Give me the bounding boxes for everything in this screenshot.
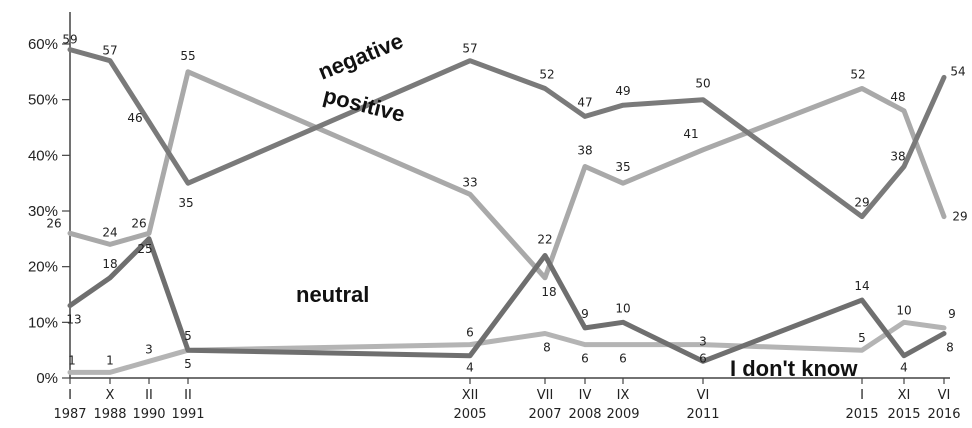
x-tick-label-year: 2009: [606, 407, 639, 422]
x-tick-label-year: 2015: [845, 407, 878, 422]
x-tick-label-month: IX: [617, 388, 630, 403]
data-label: 1: [68, 353, 76, 367]
x-tick-label-month: I: [860, 388, 864, 403]
x-tick-label-month: X: [106, 388, 115, 403]
x-tick-label-month: II: [184, 388, 192, 403]
series-line-3: [67, 319, 947, 375]
y-tick-label: 20%: [28, 259, 58, 276]
data-label: 54: [950, 64, 965, 78]
x-tick-label-year: 2011: [686, 407, 719, 422]
data-label: 57: [102, 44, 117, 58]
data-label: 1: [106, 353, 114, 367]
data-label: 8: [543, 340, 551, 354]
data-label: 26: [46, 216, 61, 230]
axes: 0%10%20%30%40%50%60%I1987X1988II1990II19…: [28, 12, 961, 422]
data-label: 48: [890, 90, 905, 104]
data-label: 8: [946, 340, 954, 354]
data-label: 4: [466, 361, 474, 375]
series-line-0: [67, 47, 947, 220]
data-label: 14: [854, 279, 869, 293]
data-label: 10: [615, 301, 630, 315]
data-label: 13: [66, 313, 81, 327]
x-tick-label-month: VII: [537, 388, 554, 403]
x-tick-label-year: 2016: [927, 407, 960, 422]
x-tick-label-year: 1990: [132, 407, 165, 422]
data-label: 29: [952, 210, 967, 224]
y-tick-label: 60%: [28, 36, 58, 53]
data-label: 4: [900, 361, 908, 375]
x-tick-label-year: 2015: [887, 407, 920, 422]
data-label: 59: [62, 33, 77, 47]
data-label: 18: [102, 257, 117, 271]
x-tick-label-month: VI: [697, 388, 710, 403]
x-tick-label-month: II: [145, 388, 153, 403]
x-tick-label-year: 1991: [171, 407, 204, 422]
data-label: 26: [131, 216, 146, 230]
series-label-dont-know: I don't know: [730, 356, 858, 381]
x-tick-label-year: 2008: [568, 407, 601, 422]
data-label: 47: [577, 95, 592, 109]
data-label: 6: [699, 352, 707, 366]
y-tick-label: 30%: [28, 203, 58, 220]
series-line-2: [67, 236, 947, 364]
x-tick-label-month: VI: [938, 388, 951, 403]
series-label-negative: negative: [315, 28, 407, 85]
data-label: 24: [102, 225, 117, 239]
series-line-1: [67, 69, 947, 281]
data-label: 6: [581, 352, 589, 366]
data-label: 5: [184, 329, 192, 343]
data-label: 18: [541, 285, 556, 299]
y-tick-label: 10%: [28, 314, 58, 331]
data-label: 50: [695, 77, 710, 91]
x-tick-label-month: IV: [579, 388, 592, 403]
data-label: 22: [537, 233, 552, 247]
data-label: 55: [180, 49, 195, 63]
data-label: 6: [466, 326, 474, 340]
x-tick-label-month: I: [68, 388, 72, 403]
data-label: 3: [145, 342, 153, 356]
data-label: 9: [581, 307, 589, 321]
series-lines: [67, 47, 947, 375]
data-label: 5: [858, 331, 866, 345]
series-label-neutral: neutral: [296, 282, 369, 307]
data-label: 29: [854, 196, 869, 210]
data-labels: 5957463557524749502938542624265533183835…: [46, 33, 967, 375]
data-label: 6: [619, 352, 627, 366]
x-tick-label-year: 2005: [453, 407, 486, 422]
x-tick-label-month: XI: [898, 388, 911, 403]
data-label: 33: [462, 175, 477, 189]
data-label: 38: [577, 143, 592, 157]
data-label: 25: [137, 242, 152, 256]
data-label: 9: [948, 307, 956, 321]
y-tick-label: 40%: [28, 147, 58, 164]
y-tick-label: 0%: [36, 370, 58, 387]
data-label: 5: [184, 357, 192, 371]
y-tick-label: 50%: [28, 92, 58, 109]
data-label: 57: [462, 42, 477, 56]
x-tick-label-year: 1987: [53, 407, 86, 422]
data-label: 35: [615, 160, 630, 174]
data-label: 46: [127, 111, 142, 125]
data-label: 52: [850, 68, 865, 82]
x-tick-label-year: 1988: [93, 407, 126, 422]
data-label: 3: [699, 334, 707, 348]
data-label: 10: [896, 303, 911, 317]
data-label: 41: [683, 127, 698, 141]
data-label: 38: [890, 149, 905, 163]
data-label: 49: [615, 84, 630, 98]
data-label: 52: [539, 68, 554, 82]
data-label: 35: [178, 196, 193, 210]
x-tick-label-year: 2007: [528, 407, 561, 422]
x-tick-label-month: XII: [462, 388, 479, 403]
